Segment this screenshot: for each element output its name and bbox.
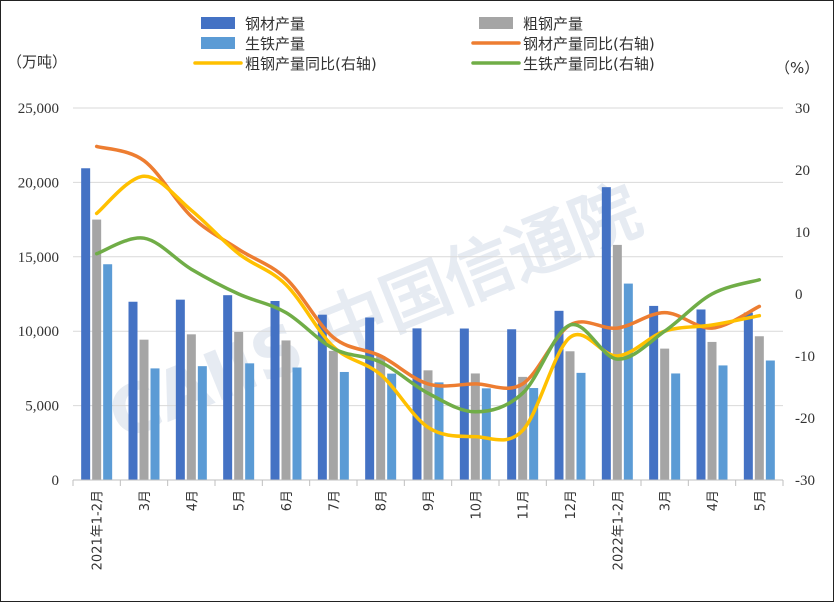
bar <box>765 360 775 480</box>
legend-label: 生铁产量 <box>245 35 305 53</box>
legend-label: 粗钢产量同比(右轴) <box>245 55 377 73</box>
right-tick-label: -10 <box>795 349 815 365</box>
category-label: 10月 <box>469 490 484 520</box>
bar <box>696 309 706 480</box>
right-tick-label: 10 <box>795 225 810 241</box>
bar <box>601 187 611 480</box>
axes-group: 0 5,000 10,000 15,000 20,000 25,000 -30 -20 -10 0… <box>18 101 815 570</box>
bar <box>81 168 91 480</box>
category-label: 5月 <box>753 490 768 511</box>
category-label: 4月 <box>706 490 721 511</box>
category-label: 6月 <box>280 490 295 511</box>
category-label: 3月 <box>138 490 153 511</box>
legend-item: 钢材产量 <box>201 15 305 33</box>
bar <box>754 336 764 480</box>
bar <box>292 367 302 480</box>
legend-item: 钢材产量同比(右轴) <box>471 35 655 53</box>
line-series-group <box>94 144 762 442</box>
category-label: 9月 <box>422 490 437 511</box>
bar <box>175 299 185 480</box>
bar <box>565 351 575 480</box>
left-tick-label: 5,000 <box>25 399 59 415</box>
bar <box>103 264 113 480</box>
bar <box>481 388 491 480</box>
bar <box>365 317 375 480</box>
bar <box>270 300 280 480</box>
category-label: 7月 <box>327 490 342 511</box>
bar <box>150 368 160 480</box>
category-label: 4月 <box>185 490 200 511</box>
legend-item: 生铁产量 <box>201 35 305 53</box>
left-tick-label: 20,000 <box>18 175 59 191</box>
bar <box>412 328 422 480</box>
bar <box>649 305 659 480</box>
bar <box>245 363 255 480</box>
right-axis-unit: （%） <box>775 59 819 77</box>
bar-series-group <box>81 168 775 480</box>
legend-item: 粗钢产量 <box>479 15 583 33</box>
series-line <box>94 236 762 414</box>
legend-item: 生铁产量同比(右轴) <box>471 55 655 73</box>
bar <box>234 331 244 480</box>
legend-label: 粗钢产量 <box>523 15 583 33</box>
legend-item: 粗钢产量同比(右轴) <box>193 55 377 73</box>
legend-swatch <box>479 17 513 29</box>
category-label: 8月 <box>375 490 390 511</box>
bar <box>328 350 338 480</box>
category-label: 5月 <box>233 490 248 511</box>
left-tick-label: 10,000 <box>18 324 59 340</box>
bar <box>507 329 517 480</box>
bar <box>671 373 681 480</box>
bar <box>660 348 670 480</box>
series-line <box>94 144 762 390</box>
category-label: 3月 <box>659 490 674 511</box>
legend-label: 钢材产量同比(右轴) <box>523 35 655 53</box>
bar <box>743 312 753 480</box>
bar <box>718 365 728 480</box>
bar <box>612 244 622 480</box>
legend-label: 生铁产量同比(右轴) <box>523 55 655 73</box>
bar <box>128 301 138 480</box>
right-tick-label: 20 <box>795 163 810 179</box>
bar <box>281 340 291 480</box>
left-tick-label: 0 <box>52 473 60 489</box>
bar <box>186 334 196 480</box>
series-line <box>94 174 762 442</box>
bar <box>197 366 207 480</box>
bar <box>623 283 633 480</box>
bar <box>529 388 539 480</box>
bar <box>470 373 480 480</box>
bar <box>317 314 327 480</box>
category-label: 2022年1-2月 <box>611 490 626 570</box>
category-label: 11月 <box>517 490 532 520</box>
bar <box>459 328 469 480</box>
category-label: 2021年1-2月 <box>91 490 106 570</box>
legend-label: 钢材产量 <box>245 15 305 33</box>
category-label: 12月 <box>564 490 579 520</box>
legend-swatch <box>201 17 235 29</box>
right-tick-label: -20 <box>795 411 815 427</box>
legend-swatch <box>201 37 235 49</box>
bar <box>576 372 586 480</box>
bar <box>554 310 564 480</box>
left-axis-unit: （万吨） <box>7 53 67 71</box>
bar <box>707 341 717 480</box>
bar <box>139 339 149 480</box>
right-tick-label: 30 <box>795 101 810 117</box>
left-tick-label: 15,000 <box>18 250 59 266</box>
right-tick-label: 0 <box>795 287 803 303</box>
bar <box>423 370 433 480</box>
bar <box>376 356 386 480</box>
bar <box>387 373 397 480</box>
bar <box>339 371 349 480</box>
bar <box>223 295 233 480</box>
right-tick-label: -30 <box>795 473 815 489</box>
left-tick-label: 25,000 <box>18 101 59 117</box>
bar <box>92 219 102 480</box>
